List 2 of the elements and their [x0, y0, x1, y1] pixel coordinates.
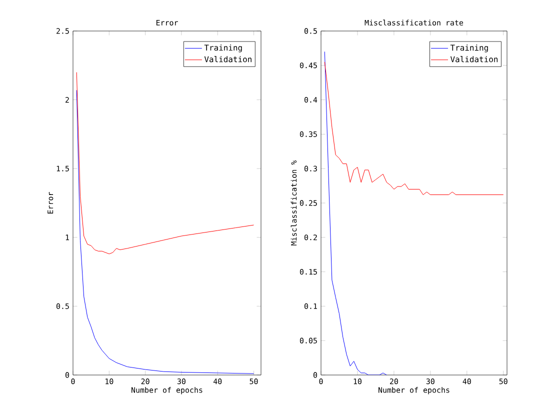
line-series [324, 51, 387, 375]
line-series [324, 62, 504, 195]
